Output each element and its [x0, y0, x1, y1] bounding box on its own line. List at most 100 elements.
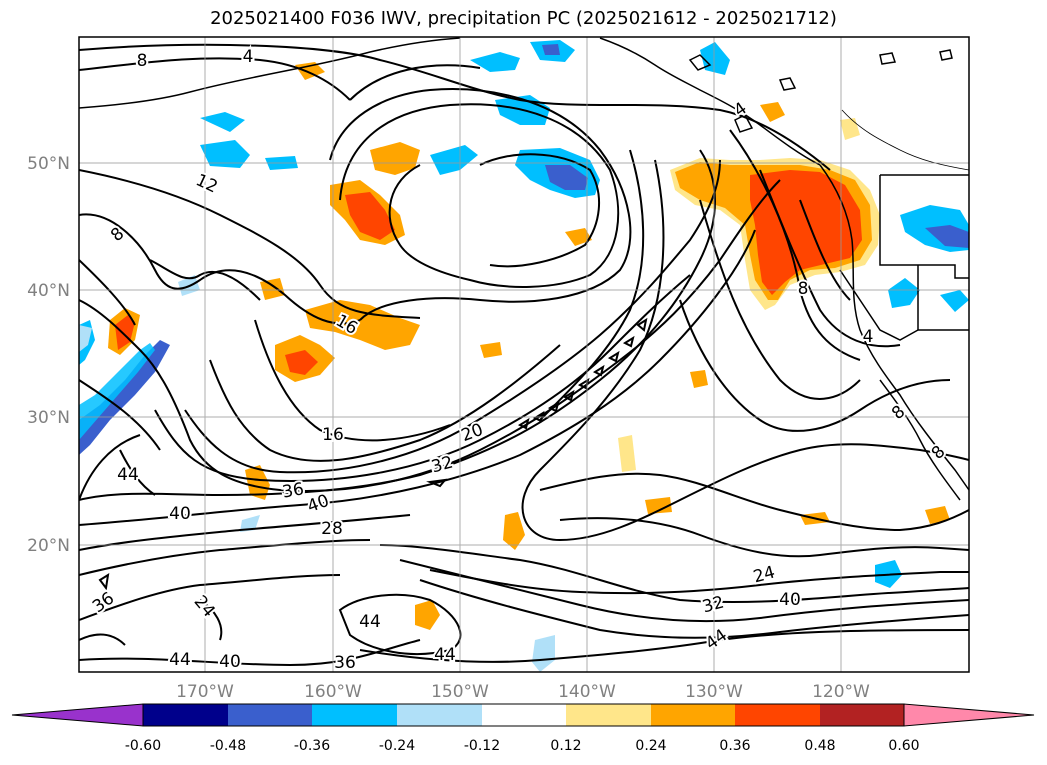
neg-precip-area — [888, 278, 920, 308]
neg-precip-area — [542, 44, 560, 55]
contour-label: 40 — [779, 590, 801, 610]
iwv-contour-line — [254, 319, 451, 442]
colorbar-swatch — [820, 704, 904, 726]
lat-lon-grid — [79, 37, 969, 672]
canada-line — [841, 109, 969, 171]
iwv-contour-line — [79, 639, 421, 667]
neg-precip-area — [925, 225, 969, 248]
contour-label: 44 — [169, 650, 191, 670]
iwv-contour-line — [379, 544, 969, 604]
iwv-contour-line — [98, 572, 110, 591]
colorbar-swatch — [397, 704, 482, 726]
colorbar-label: 0.36 — [719, 738, 750, 754]
pos-precip-area — [245, 465, 270, 500]
colorbar-swatch — [566, 704, 651, 726]
neg-precip-area — [532, 635, 555, 672]
plot-frame — [78, 36, 970, 673]
lon-label: 150°W — [431, 682, 489, 702]
contour-label: 32 — [700, 593, 726, 618]
iwv-contours — [79, 43, 969, 667]
jet-mark — [517, 417, 530, 430]
contour-label: 8 — [137, 51, 148, 71]
colorbar-label: -0.60 — [125, 738, 161, 754]
jet-mark — [547, 400, 560, 413]
iwv-contour-line — [359, 629, 969, 663]
iwv-contour-line — [349, 64, 481, 101]
iwv-contour-line — [154, 274, 691, 482]
neg-precip-area — [79, 343, 155, 440]
pos-precip-area — [345, 192, 395, 240]
colorbar-extend-high — [903, 703, 1035, 727]
neg-precip-area — [430, 145, 478, 175]
colorbar-label: 0.48 — [804, 738, 835, 754]
iwv-contour-line — [79, 514, 411, 551]
lat-label: 50°N — [27, 154, 70, 174]
baja-coast — [879, 379, 961, 501]
iwv-contour-line — [79, 434, 141, 501]
contour-label: 28 — [321, 519, 343, 539]
alaska-coast — [79, 37, 461, 109]
iwv-contour-line — [559, 517, 969, 558]
island — [778, 77, 797, 91]
pos-precip-area — [503, 512, 525, 550]
iwv-contour-line — [79, 539, 371, 576]
iwv-contour-line — [209, 344, 561, 462]
jet-mark — [636, 317, 648, 332]
longitude-labels: 170°W 160°W 150°W 140°W 130°W 120°W — [176, 682, 870, 702]
pos-precip-area — [295, 62, 325, 80]
colorbar-label: 0.60 — [888, 738, 919, 754]
island — [688, 54, 712, 71]
iwv-contour-line — [184, 159, 721, 474]
contour-label: 8 — [798, 279, 809, 299]
precipitation-shading — [79, 40, 969, 672]
neg-precip-area — [545, 165, 588, 190]
iwv-contour-line — [79, 43, 831, 171]
contour-label: 36 — [334, 653, 356, 673]
colorbar-label: 0.12 — [550, 738, 581, 754]
colorbar-label: -0.36 — [294, 738, 330, 754]
contour-label: 12 — [193, 170, 221, 197]
contour-label: 24 — [190, 592, 219, 621]
pos-precip-area — [760, 102, 785, 122]
jet-mark — [426, 478, 448, 488]
contour-label: 44 — [117, 465, 139, 485]
iwv-contour-line — [79, 633, 126, 646]
iwv-contour-line — [79, 229, 756, 526]
iwv-contour-line — [729, 129, 861, 361]
contour-label: 36 — [89, 588, 118, 617]
contour-label: 44 — [702, 625, 731, 654]
lon-label: 120°W — [812, 682, 870, 702]
iwv-contour-line — [79, 574, 341, 621]
pos-precip-area — [618, 435, 636, 472]
alaska-coast — [599, 37, 821, 166]
contour-label: 20 — [459, 420, 486, 446]
pos-precip-area — [645, 497, 672, 514]
colorbar-label: -0.12 — [464, 738, 500, 754]
iwv-contour-line — [699, 199, 861, 400]
jet-mark — [607, 350, 620, 363]
colorbar-swatch — [651, 704, 735, 726]
pos-precip-area — [840, 118, 860, 140]
iwv-contour-line — [539, 472, 969, 532]
iwv-contour-line — [149, 259, 261, 301]
contour-label: 32 — [429, 453, 455, 478]
pos-precip-area — [565, 228, 592, 246]
island — [879, 52, 896, 65]
iwv-contour-line — [79, 379, 161, 451]
jet-mark — [592, 364, 605, 377]
neg-precip-area — [200, 112, 245, 132]
contour-label: 40 — [219, 652, 241, 672]
lon-label: 170°W — [176, 682, 234, 702]
lat-label: 40°N — [27, 281, 70, 301]
colorbar-label: -0.24 — [379, 738, 415, 754]
contour-label: 8 — [107, 224, 128, 246]
us-state-line — [879, 175, 969, 279]
contour-label: 40 — [305, 491, 332, 517]
neg-precip-area — [79, 325, 92, 352]
iwv-contour-line — [419, 579, 969, 639]
colorbar-swatch — [143, 704, 228, 726]
neg-precip-area — [200, 140, 250, 168]
island — [939, 49, 953, 61]
pos-precip-area — [750, 170, 862, 295]
